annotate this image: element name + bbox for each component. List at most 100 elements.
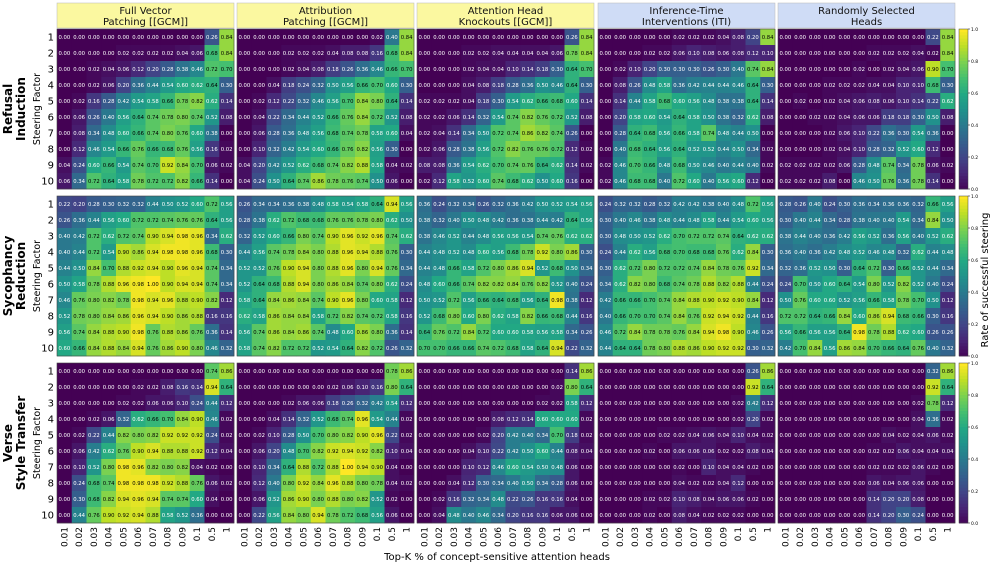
cell-value-label: 0.66 [912,314,924,320]
cell-value-label: 0.00 [942,179,954,185]
heatmap-cell [657,109,673,126]
cell-value-label: 0.52 [809,266,821,272]
cell-value-label: 0.56 [809,330,821,336]
cell-value-label: 0.40 [912,234,924,240]
cell-value-label: 0.00 [883,369,895,375]
heatmap-cell [627,61,643,78]
cell-value-label: 0.28 [551,481,563,487]
cell-value-label: 0.04 [883,83,895,89]
heatmap-cell [431,61,447,78]
cell-value-label: 0.46 [599,330,611,336]
heatmap-cell [101,157,117,174]
cell-value-label: 0.02 [747,497,759,503]
cell-value-label: 0.00 [762,481,774,487]
heatmap-panel-2-5: 0.28 0.26 0.40 0.24 0.30 0.36 0.34 0.36 0.36 0.32… [777,195,956,357]
heatmap-cell [86,61,102,78]
heatmap-cell [505,173,521,190]
cell-value-label: 0.00 [853,401,865,407]
cell-value-label: 0.90 [732,330,744,336]
colorbar-segment [959,199,968,203]
cell-value-label: 0.72 [477,266,489,272]
cell-value-label: 0.54 [732,218,744,224]
cell-value-label: 0.36 [809,250,821,256]
cell-value-label: 0.16 [371,51,383,57]
cell-value-label: 0.90 [371,465,383,471]
cell-value-label: 0.00 [507,369,519,375]
cell-value-label: 0.44 [297,115,309,121]
cell-value-label: 0.00 [717,401,729,407]
cell-value-label: 0.00 [927,513,939,519]
heatmap-cell [851,77,867,94]
heatmap-cell [520,157,536,174]
heatmap-cell [310,141,326,158]
cell-value-label: 0.84 [356,115,368,121]
cell-value-label: 0.00 [477,35,489,41]
heatmap-cell [369,61,385,78]
method-title-5: Heads [851,17,882,28]
cell-value-label: 0.00 [418,417,430,423]
heatmap-cell [520,45,536,62]
cell-value-label: 0.74 [147,131,159,137]
cell-value-label: 0.64 [629,131,641,137]
cell-value-label: 0.04 [327,51,339,57]
cell-value-label: 0.56 [253,250,265,256]
heatmap-cell [657,29,673,46]
heatmap-cell [399,29,415,46]
cell-value-label: 0.76 [176,131,188,137]
cell-value-label: 0.56 [824,346,836,352]
heatmap-cell [160,109,176,126]
heatmap-cell [686,45,702,62]
cell-value-label: 0.76 [191,330,203,336]
cell-value-label: 0.94 [356,250,368,256]
cell-value-label: 0.00 [629,449,641,455]
cell-value-label: 0.76 [268,266,280,272]
cell-value-label: 0.00 [238,147,250,153]
heatmap-cell [686,125,702,142]
cell-value-label: 0.02 [221,417,233,423]
cell-value-label: 0.00 [838,67,850,73]
cell-value-label: 0.66 [614,298,626,304]
colorbar-segment [959,45,968,49]
cell-value-label: 0.00 [688,465,700,471]
heatmap-cell [807,77,823,94]
cell-value-label: 0.84 [221,51,233,57]
cell-value-label: 0.00 [58,449,70,455]
heatmap-cell [355,125,371,142]
cell-value-label: 0.44 [73,250,85,256]
heatmap-cell [399,93,415,110]
heatmap-cell [86,109,102,126]
cell-value-label: 0.00 [824,369,836,375]
x-tick-label: 0.02 [616,527,626,547]
cell-value-label: 0.52 [897,147,909,153]
cell-value-label: 0.16 [942,314,954,320]
heatmap-panel-2-4: 0.24 0.32 0.32 0.28 0.32 0.42 0.42 0.38 0.40 0.48… [597,195,776,357]
heatmap-cell [642,173,658,190]
cell-value-label: 0.00 [853,497,865,503]
heatmap-cell [627,109,643,126]
cell-value-label: 0.76 [688,314,700,320]
heatmap-cell [71,125,87,142]
cell-value-label: 0.04 [762,449,774,455]
cell-value-label: 0.84 [703,266,715,272]
cell-value-label: 0.00 [401,465,413,471]
cell-value-label: 0.34 [268,465,280,471]
cell-value-label: 0.30 [599,218,611,224]
colorbar-segment [959,67,968,71]
cell-value-label: 0.50 [297,433,309,439]
heatmap-cell [237,157,253,174]
cell-value-label: 0.92 [717,346,729,352]
cell-value-label: 0.34 [463,202,475,208]
heatmap-cell [325,77,341,94]
cell-value-label: 0.84 [117,346,129,352]
cell-value-label: 0.00 [418,497,430,503]
cell-value-label: 0.78 [117,298,129,304]
cell-value-label: 0.54 [912,131,924,137]
cell-value-label: 0.68 [673,163,685,169]
heatmap-cell [160,141,176,158]
cell-value-label: 0.04 [103,67,115,73]
heatmap-cell [71,141,87,158]
cell-value-label: 0.54 [327,346,339,352]
cell-value-label: 0.00 [614,51,626,57]
heatmap-cell [716,93,732,110]
cell-value-label: 0.64 [673,115,685,121]
